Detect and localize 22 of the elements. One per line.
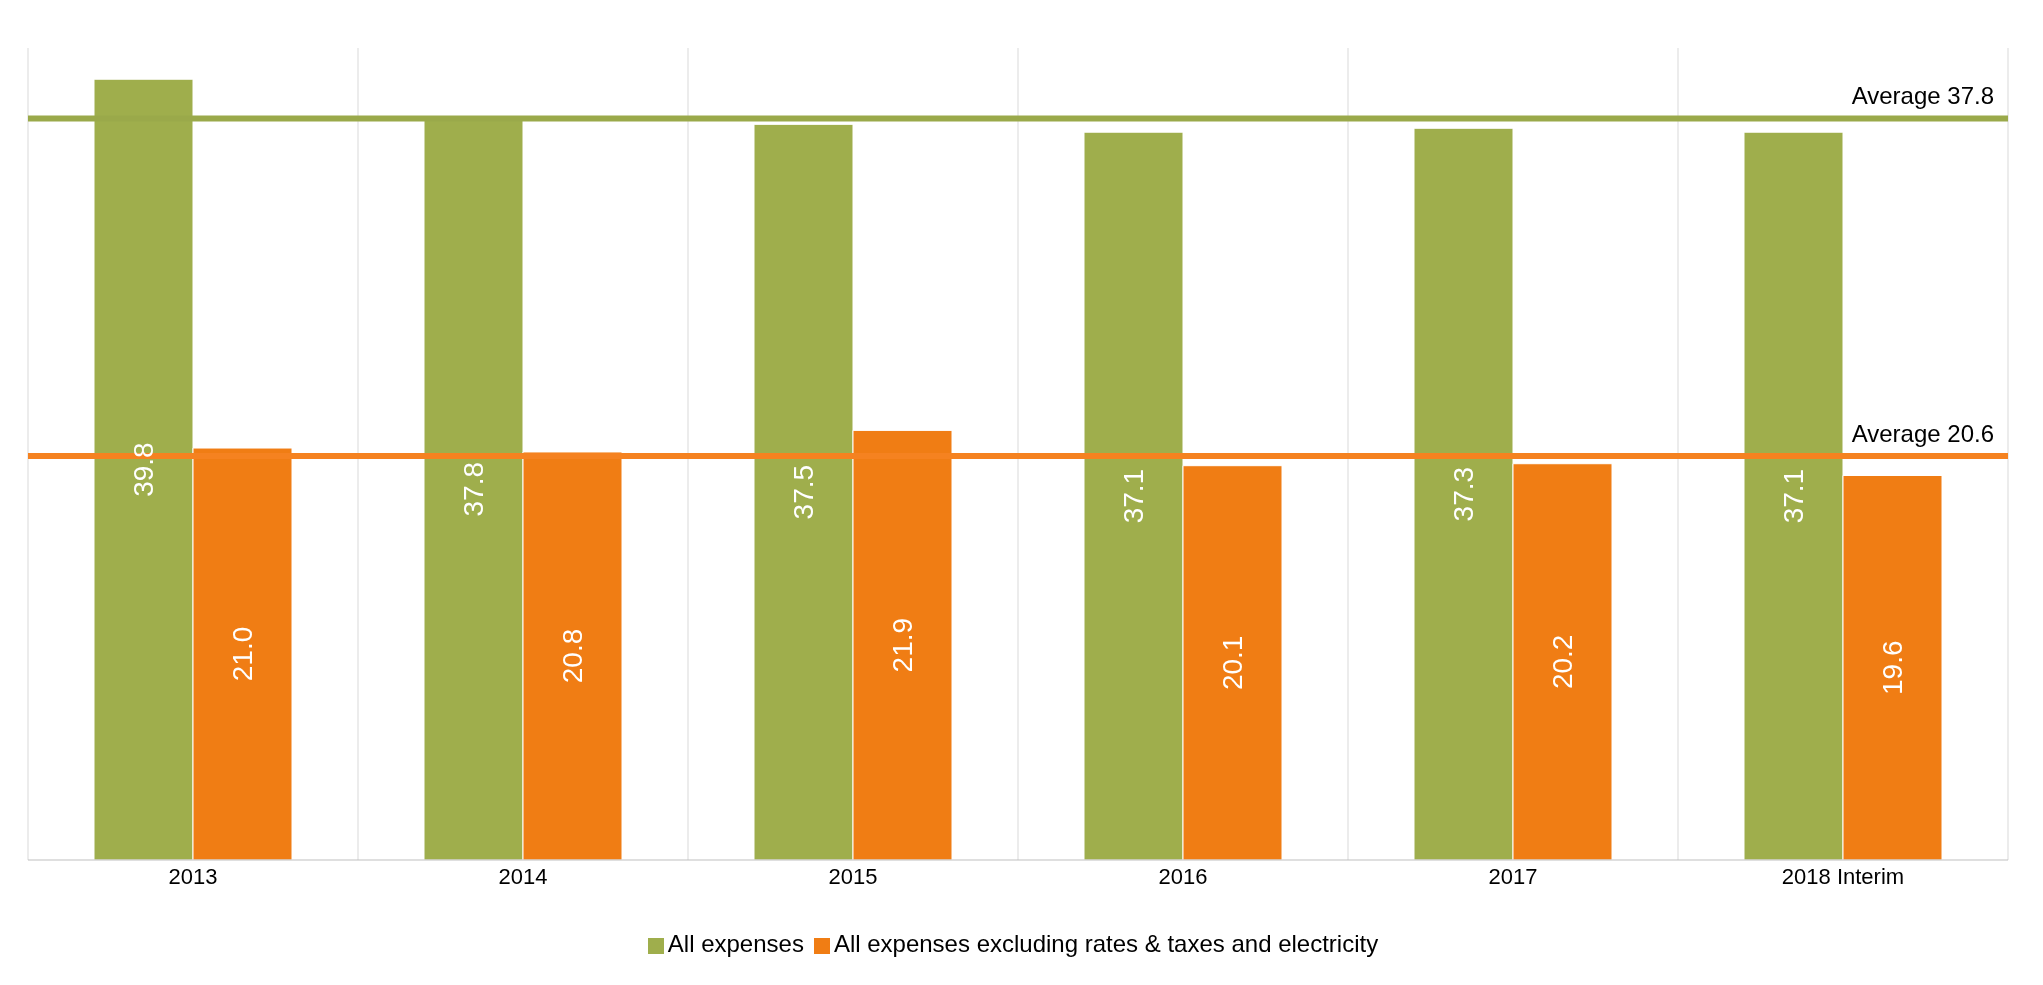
x-tick-label: 2014 bbox=[498, 863, 548, 889]
data-label: 20.8 bbox=[557, 628, 589, 684]
legend-label: All expenses excluding rates & taxes and electricity bbox=[833, 930, 1379, 957]
ref-line-label: Average 37.8 bbox=[1851, 82, 1994, 110]
legend-label: All expenses bbox=[667, 930, 804, 957]
data-label: 20.2 bbox=[1547, 634, 1579, 690]
data-label: 37.1 bbox=[1118, 468, 1150, 524]
ref-line-label: Average 20.6 bbox=[1851, 419, 1994, 447]
x-tick-label: 2017 bbox=[1488, 863, 1538, 889]
x-tick-label: 2013 bbox=[168, 863, 218, 889]
data-label: 21.9 bbox=[887, 617, 919, 673]
data-label: 37.8 bbox=[458, 461, 490, 517]
data-label: 37.5 bbox=[788, 464, 820, 520]
data-label: 21.0 bbox=[227, 626, 259, 682]
x-tick-label: 2015 bbox=[828, 863, 878, 889]
data-label: 20.1 bbox=[1217, 635, 1249, 691]
data-label: 19.6 bbox=[1877, 640, 1909, 695]
x-tick-label: 2018 Interim bbox=[1781, 863, 1905, 889]
data-label: 39.8 bbox=[128, 442, 160, 497]
x-tick-label: 2016 bbox=[1158, 863, 1208, 889]
data-label: 37.1 bbox=[1778, 468, 1810, 524]
data-label: 37.3 bbox=[1448, 466, 1480, 522]
